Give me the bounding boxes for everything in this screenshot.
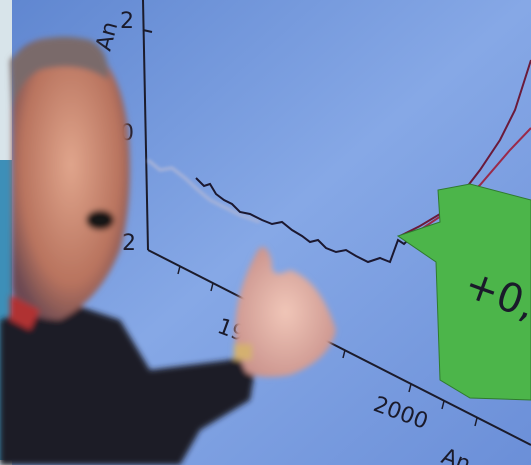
trace-black bbox=[195, 177, 413, 264]
trace-light bbox=[147, 158, 261, 224]
y-axis bbox=[142, 0, 149, 251]
presenter bbox=[0, 36, 336, 465]
trace-red bbox=[399, 59, 531, 237]
callout-box bbox=[396, 183, 531, 401]
x-axis bbox=[147, 249, 531, 446]
y-label: 2 bbox=[120, 9, 134, 34]
y-tick bbox=[142, 29, 153, 33]
y-label: 2 bbox=[122, 231, 136, 256]
